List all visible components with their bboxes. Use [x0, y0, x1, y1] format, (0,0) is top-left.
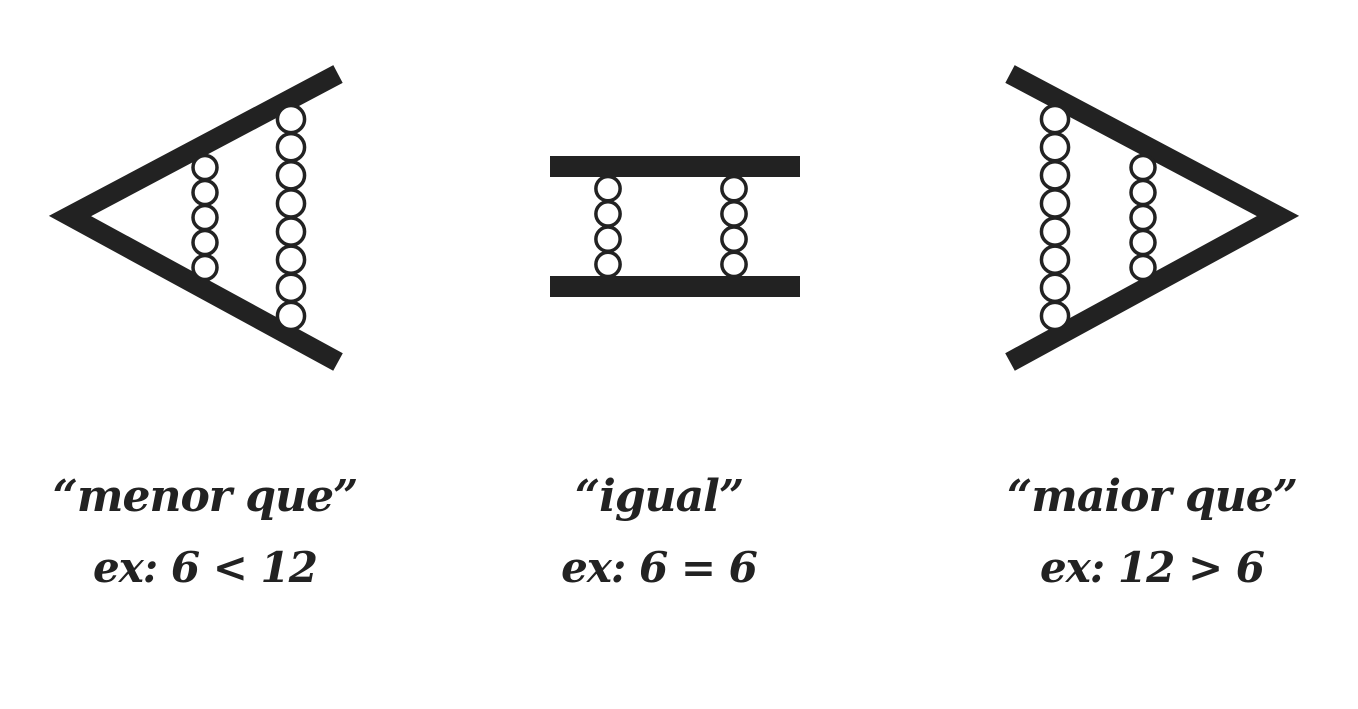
spring-icon	[720, 174, 748, 279]
spring-coil	[594, 225, 622, 253]
spring-coil	[720, 250, 748, 279]
spring-coil	[1129, 203, 1157, 232]
spring-icon	[594, 174, 622, 279]
spring-icon	[275, 103, 307, 332]
spring-coil	[1039, 216, 1071, 247]
spring-coil	[1129, 228, 1157, 257]
spring-coil	[1039, 300, 1071, 332]
spring-coil	[720, 225, 748, 253]
equal-example: ex: 6 = 6	[561, 543, 758, 592]
spring-icon	[191, 153, 219, 282]
spring-coil	[275, 188, 307, 219]
spring-coil	[191, 178, 219, 207]
equals-top-bar	[550, 156, 800, 177]
spring-coil	[275, 300, 307, 332]
equal-title: “igual”	[574, 471, 744, 522]
spring-icon	[1129, 153, 1157, 282]
spring-coil	[275, 272, 307, 304]
spring-coil	[1039, 103, 1071, 135]
spring-coil	[275, 244, 307, 275]
spring-coil	[275, 160, 307, 191]
greater-than-example: ex: 12 > 6	[1040, 543, 1265, 592]
less-than-chevron	[48, 65, 343, 371]
spring-coil	[1039, 272, 1071, 304]
spring-coil	[1129, 253, 1157, 282]
less-than-example: ex: 6 < 12	[93, 543, 318, 592]
less-than-symbol	[48, 65, 343, 371]
greater-than-label-block: “maior que” ex: 12 > 6	[942, 470, 1358, 594]
greater-than-symbol	[1005, 65, 1300, 371]
spring-coil	[191, 153, 219, 182]
greater-than-title: “maior que”	[1007, 471, 1298, 522]
equals-bottom-bar	[550, 276, 800, 297]
spring-coil	[594, 250, 622, 279]
spring-icon	[1039, 103, 1071, 332]
spring-coil	[1129, 153, 1157, 182]
spring-coil	[191, 203, 219, 232]
greater-than-chevron	[1005, 65, 1300, 371]
less-than-label-block: “menor que” ex: 6 < 12	[0, 470, 415, 594]
equal-label-block: “igual” ex: 6 = 6	[449, 470, 869, 594]
equals-symbol	[550, 156, 800, 297]
spring-coil	[1039, 160, 1071, 191]
spring-coil	[275, 216, 307, 247]
spring-coil	[594, 174, 622, 203]
spring-coil	[1129, 178, 1157, 207]
spring-coil	[1039, 131, 1071, 163]
spring-coil	[191, 228, 219, 257]
spring-coil	[1039, 244, 1071, 275]
spring-coil	[191, 253, 219, 282]
spring-coil	[594, 200, 622, 228]
spring-coil	[275, 131, 307, 163]
spring-coil	[1039, 188, 1071, 219]
spring-coil	[275, 103, 307, 135]
spring-coil	[720, 200, 748, 228]
spring-coil	[720, 174, 748, 203]
less-than-title: “menor que”	[52, 471, 359, 522]
